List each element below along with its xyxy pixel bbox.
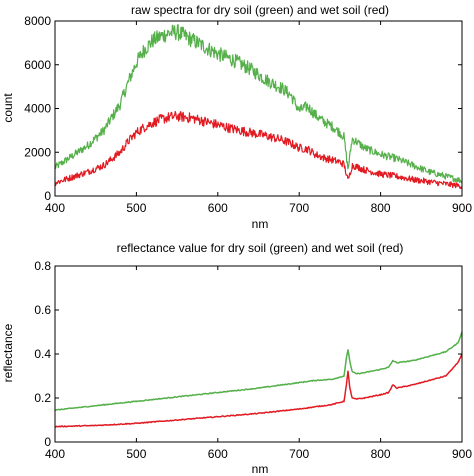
raw-spectra-xlabel: nm bbox=[252, 217, 269, 231]
y-tick-label: 0 bbox=[44, 189, 51, 203]
x-tick-label: 700 bbox=[289, 447, 309, 461]
raw-spectra-plot-area: 400 500 600 700 800 900 0 2000 4000 6000 8000 bbox=[24, 14, 472, 215]
x-tick-label: 500 bbox=[126, 201, 146, 215]
plot-frame bbox=[54, 265, 463, 443]
y-tick-label: 0.2 bbox=[34, 391, 51, 405]
x-tick-label: 600 bbox=[208, 447, 228, 461]
series-line-0-1 bbox=[54, 110, 463, 190]
x-tick-label: 800 bbox=[371, 447, 391, 461]
raw-spectra-ylabel: count bbox=[1, 93, 15, 123]
series-line-0-0 bbox=[54, 24, 463, 184]
y-tick-label: 0.8 bbox=[34, 259, 51, 273]
y-tick-label: 2000 bbox=[24, 145, 51, 159]
raw-spectra-title: raw spectra for dry soil (green) and wet… bbox=[131, 3, 389, 17]
raw-spectra-chart: raw spectra for dry soil (green) and wet… bbox=[1, 3, 472, 231]
y-tick-label: 0 bbox=[44, 435, 51, 449]
series-line-1-0 bbox=[54, 331, 463, 412]
y-tick-label: 4000 bbox=[24, 102, 51, 116]
reflectance-chart: reflectance value for dry soil (green) a… bbox=[1, 241, 472, 476]
reflectance-ylabel: reflectance bbox=[1, 323, 15, 382]
y-tick-label: 8000 bbox=[24, 14, 51, 28]
reflectance-plot-area: 400 500 600 700 800 900 0 0.2 0.4 0.6 0.8 bbox=[34, 259, 472, 461]
y-tick-label: 0.6 bbox=[34, 303, 51, 317]
x-tick-label: 600 bbox=[208, 201, 228, 215]
series-line-1-1 bbox=[54, 354, 463, 428]
x-tick-label: 900 bbox=[452, 447, 472, 461]
x-tick-label: 700 bbox=[289, 201, 309, 215]
y-tick-label: 0.4 bbox=[34, 347, 51, 361]
y-tick-label: 6000 bbox=[24, 58, 51, 72]
x-tick-label: 400 bbox=[45, 447, 65, 461]
reflectance-xlabel: nm bbox=[252, 462, 269, 476]
x-tick-label: 400 bbox=[45, 201, 65, 215]
reflectance-title: reflectance value for dry soil (green) a… bbox=[117, 241, 404, 255]
x-tick-label: 500 bbox=[126, 447, 146, 461]
x-tick-label: 900 bbox=[452, 201, 472, 215]
x-tick-label: 800 bbox=[371, 201, 391, 215]
